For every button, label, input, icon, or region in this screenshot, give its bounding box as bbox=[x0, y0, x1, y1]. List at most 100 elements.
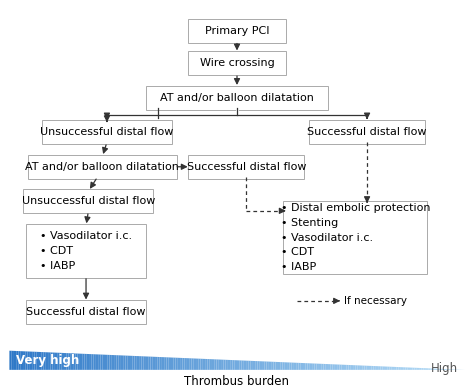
Polygon shape bbox=[166, 357, 169, 370]
Text: Primary PCI: Primary PCI bbox=[205, 26, 269, 36]
Text: • Vasodilator i.c.
• CDT
• IABP: • Vasodilator i.c. • CDT • IABP bbox=[40, 231, 132, 271]
Polygon shape bbox=[330, 364, 333, 370]
Polygon shape bbox=[308, 363, 310, 370]
Polygon shape bbox=[383, 366, 385, 370]
Polygon shape bbox=[251, 361, 253, 370]
Polygon shape bbox=[230, 360, 232, 370]
Polygon shape bbox=[144, 356, 146, 370]
Polygon shape bbox=[105, 355, 107, 370]
Polygon shape bbox=[155, 357, 157, 370]
Polygon shape bbox=[44, 352, 46, 370]
Polygon shape bbox=[358, 365, 360, 370]
Polygon shape bbox=[435, 369, 438, 370]
Polygon shape bbox=[266, 362, 269, 370]
Polygon shape bbox=[107, 355, 109, 370]
Polygon shape bbox=[356, 365, 358, 370]
Polygon shape bbox=[89, 354, 91, 370]
FancyBboxPatch shape bbox=[309, 120, 425, 144]
Text: • Distal embolic protection
• Stenting
• Vasodilator i.c.
• CDT
• IABP: • Distal embolic protection • Stenting •… bbox=[281, 203, 430, 272]
Polygon shape bbox=[392, 367, 394, 370]
Polygon shape bbox=[401, 367, 403, 370]
Polygon shape bbox=[433, 368, 435, 370]
Polygon shape bbox=[194, 359, 196, 370]
Polygon shape bbox=[93, 354, 96, 370]
Polygon shape bbox=[118, 355, 121, 370]
Polygon shape bbox=[442, 369, 444, 370]
Polygon shape bbox=[128, 356, 130, 370]
Polygon shape bbox=[246, 361, 248, 370]
Polygon shape bbox=[139, 356, 141, 370]
Polygon shape bbox=[191, 358, 194, 370]
Polygon shape bbox=[310, 363, 312, 370]
Polygon shape bbox=[160, 357, 162, 370]
Polygon shape bbox=[39, 352, 41, 370]
Polygon shape bbox=[253, 361, 255, 370]
Polygon shape bbox=[100, 355, 103, 370]
Text: Successful distal flow: Successful distal flow bbox=[187, 162, 306, 172]
Polygon shape bbox=[217, 359, 219, 370]
Polygon shape bbox=[273, 362, 276, 370]
Polygon shape bbox=[360, 366, 362, 370]
Polygon shape bbox=[299, 363, 301, 370]
Polygon shape bbox=[175, 358, 178, 370]
Polygon shape bbox=[16, 351, 18, 370]
Polygon shape bbox=[235, 360, 237, 370]
Polygon shape bbox=[278, 362, 280, 370]
Polygon shape bbox=[342, 365, 344, 370]
Polygon shape bbox=[439, 369, 442, 370]
Polygon shape bbox=[87, 354, 89, 370]
Polygon shape bbox=[69, 353, 71, 370]
Text: Successful distal flow: Successful distal flow bbox=[307, 127, 427, 137]
Polygon shape bbox=[396, 367, 399, 370]
Polygon shape bbox=[203, 359, 205, 370]
Polygon shape bbox=[424, 368, 426, 370]
Text: Successful distal flow: Successful distal flow bbox=[26, 307, 146, 317]
FancyBboxPatch shape bbox=[28, 155, 177, 179]
Text: If necessary: If necessary bbox=[344, 296, 407, 306]
Polygon shape bbox=[180, 358, 182, 370]
Polygon shape bbox=[53, 353, 55, 370]
Polygon shape bbox=[405, 368, 408, 370]
Polygon shape bbox=[453, 369, 456, 370]
Polygon shape bbox=[399, 367, 401, 370]
Polygon shape bbox=[84, 354, 87, 370]
Polygon shape bbox=[46, 352, 48, 370]
Polygon shape bbox=[121, 355, 123, 370]
Polygon shape bbox=[14, 351, 16, 370]
Polygon shape bbox=[132, 356, 135, 370]
Polygon shape bbox=[305, 363, 308, 370]
Polygon shape bbox=[421, 368, 424, 370]
Polygon shape bbox=[137, 356, 139, 370]
Polygon shape bbox=[169, 357, 171, 370]
Polygon shape bbox=[369, 366, 371, 370]
Polygon shape bbox=[205, 359, 208, 370]
Polygon shape bbox=[451, 369, 453, 370]
Text: Thrombus burden: Thrombus burden bbox=[184, 375, 290, 388]
Polygon shape bbox=[126, 355, 128, 370]
Polygon shape bbox=[182, 358, 185, 370]
Polygon shape bbox=[367, 366, 369, 370]
Polygon shape bbox=[376, 366, 378, 370]
Polygon shape bbox=[374, 366, 376, 370]
Polygon shape bbox=[264, 361, 266, 370]
Polygon shape bbox=[103, 355, 105, 370]
Polygon shape bbox=[21, 351, 23, 370]
Polygon shape bbox=[164, 357, 166, 370]
Polygon shape bbox=[287, 362, 289, 370]
FancyBboxPatch shape bbox=[42, 120, 172, 144]
Polygon shape bbox=[228, 360, 230, 370]
Polygon shape bbox=[30, 352, 32, 370]
Polygon shape bbox=[408, 368, 410, 370]
Polygon shape bbox=[337, 364, 339, 370]
Polygon shape bbox=[257, 361, 260, 370]
Polygon shape bbox=[141, 356, 144, 370]
Polygon shape bbox=[135, 356, 137, 370]
Polygon shape bbox=[98, 354, 100, 370]
Polygon shape bbox=[27, 352, 30, 370]
Polygon shape bbox=[146, 357, 148, 370]
Polygon shape bbox=[348, 365, 351, 370]
Polygon shape bbox=[351, 365, 353, 370]
Polygon shape bbox=[114, 355, 116, 370]
FancyBboxPatch shape bbox=[146, 86, 328, 109]
Text: High: High bbox=[430, 362, 457, 375]
